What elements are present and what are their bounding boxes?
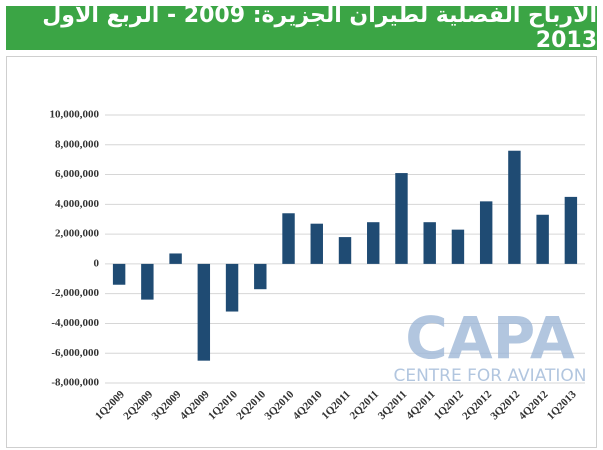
y-tick-label: 4,000,000 <box>55 198 100 210</box>
y-tick-label: 10,000,000 <box>50 109 100 121</box>
y-tick-label: 2,000,000 <box>55 228 100 240</box>
bar <box>282 213 295 264</box>
bar <box>197 263 211 361</box>
x-tick-label: 3Q2010 <box>262 388 296 422</box>
bar <box>254 263 267 290</box>
x-tick-label: 4Q2009 <box>178 388 212 422</box>
bar <box>451 229 465 264</box>
x-tick-label: 1Q2012 <box>432 388 466 422</box>
bar <box>508 150 521 264</box>
x-tick-label: 2Q2012 <box>460 388 494 422</box>
x-tick-label: 3Q2009 <box>150 388 184 422</box>
y-tick-label: 6,000,000 <box>55 168 100 180</box>
x-tick-label: 1Q2011 <box>319 388 353 422</box>
watermark-logo: CAPA <box>405 304 575 372</box>
bar <box>395 173 408 264</box>
x-tick-label: 4Q2011 <box>404 388 438 422</box>
bar <box>536 214 549 264</box>
watermark-tagline: CENTRE FOR AVIATION <box>393 366 586 386</box>
bar <box>338 237 352 264</box>
y-tick-label: -4,000,000 <box>51 317 99 329</box>
y-tick-label: 8,000,000 <box>55 138 100 150</box>
bar <box>169 253 182 264</box>
chart-frame <box>6 56 597 448</box>
x-tick-label: 2Q2011 <box>348 388 382 422</box>
x-tick-label: 2Q2010 <box>234 388 268 422</box>
x-tick-label: 1Q2013 <box>545 388 579 422</box>
x-tick-label: 4Q2010 <box>291 388 325 422</box>
x-tick-label: 1Q2010 <box>206 388 240 422</box>
bar <box>141 263 154 300</box>
bar <box>367 222 380 264</box>
y-tick-label: -2,000,000 <box>51 287 99 299</box>
x-tick-label: 3Q2012 <box>488 388 522 422</box>
bar <box>564 196 578 264</box>
chart-title: الأرباح الفصلية لطيران الجزيرة: 2009 - ا… <box>6 3 597 53</box>
y-tick-label: -6,000,000 <box>51 347 99 359</box>
bar <box>310 223 323 264</box>
bar <box>423 222 436 264</box>
x-tick-label: 4Q2012 <box>517 388 551 422</box>
y-tick-label: -8,000,000 <box>51 377 99 389</box>
y-tick-label: 0 <box>94 257 100 269</box>
bar <box>479 201 493 264</box>
x-tick-label: 2Q2009 <box>121 388 155 422</box>
bar <box>225 263 239 312</box>
x-tick-label: 1Q2009 <box>93 388 127 422</box>
x-tick-label: 3Q2011 <box>376 388 410 422</box>
bar <box>112 263 126 285</box>
